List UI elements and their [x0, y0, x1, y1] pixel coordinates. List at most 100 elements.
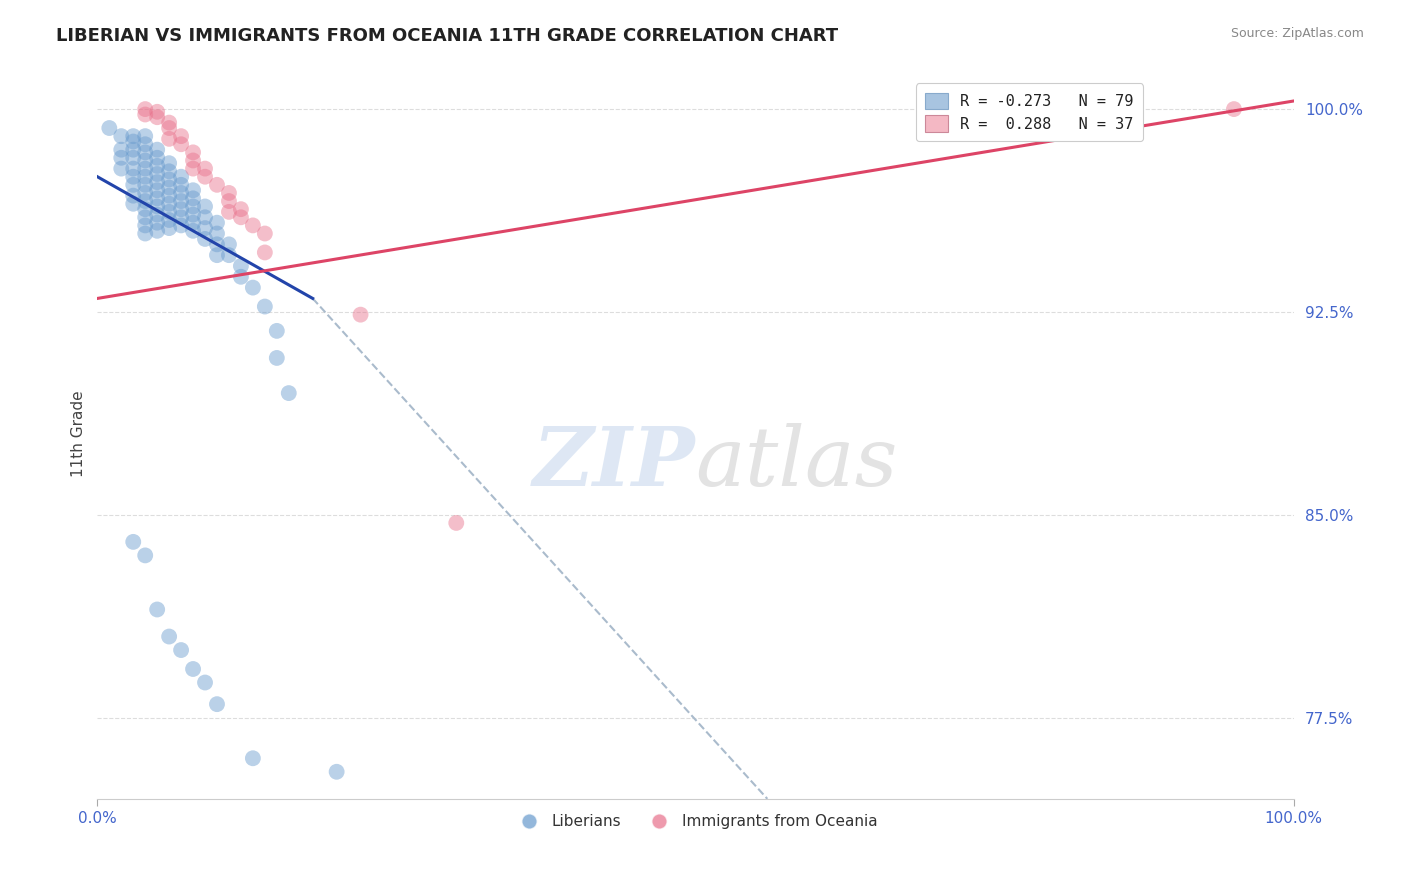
Point: [134, 161, 156, 176]
Point: [157, 172, 180, 186]
Legend: Liberians, Immigrants from Oceania: Liberians, Immigrants from Oceania: [508, 808, 884, 835]
Point: [146, 151, 169, 165]
Point: [266, 324, 288, 338]
Point: [122, 129, 145, 144]
Point: [349, 308, 371, 322]
Point: [205, 216, 228, 230]
Point: [157, 196, 180, 211]
Point: [134, 145, 156, 160]
Text: LIBERIAN VS IMMIGRANTS FROM OCEANIA 11TH GRADE CORRELATION CHART: LIBERIAN VS IMMIGRANTS FROM OCEANIA 11TH…: [56, 27, 838, 45]
Point: [134, 227, 156, 241]
Point: [253, 300, 276, 314]
Point: [170, 186, 193, 200]
Point: [181, 199, 204, 213]
Point: [122, 161, 145, 176]
Point: [242, 280, 264, 294]
Point: [229, 259, 252, 273]
Point: [157, 132, 180, 146]
Point: [110, 161, 132, 176]
Y-axis label: 11th Grade: 11th Grade: [72, 391, 86, 477]
Point: [146, 191, 169, 205]
Point: [146, 199, 169, 213]
Point: [218, 186, 240, 200]
Point: [146, 183, 169, 197]
Point: [157, 180, 180, 194]
Text: atlas: atlas: [696, 423, 898, 503]
Point: [134, 219, 156, 233]
Point: [157, 188, 180, 202]
Point: [242, 751, 264, 765]
Point: [242, 219, 264, 233]
Point: [122, 196, 145, 211]
Point: [110, 143, 132, 157]
Point: [218, 248, 240, 262]
Point: [229, 202, 252, 216]
Point: [181, 224, 204, 238]
Point: [194, 221, 217, 235]
Point: [194, 232, 217, 246]
Point: [134, 549, 156, 563]
Point: [1223, 102, 1246, 116]
Point: [205, 248, 228, 262]
Point: [134, 194, 156, 208]
Point: [205, 237, 228, 252]
Point: [205, 227, 228, 241]
Point: [229, 211, 252, 225]
Point: [146, 216, 169, 230]
Point: [122, 169, 145, 184]
Point: [170, 211, 193, 225]
Point: [122, 178, 145, 192]
Point: [146, 104, 169, 119]
Point: [181, 153, 204, 168]
Point: [194, 211, 217, 225]
Point: [194, 675, 217, 690]
Point: [98, 121, 121, 136]
Point: [181, 662, 204, 676]
Point: [205, 178, 228, 192]
Point: [181, 208, 204, 222]
Point: [146, 602, 169, 616]
Point: [218, 237, 240, 252]
Point: [134, 153, 156, 168]
Point: [253, 227, 276, 241]
Point: [134, 102, 156, 116]
Point: [194, 199, 217, 213]
Point: [170, 178, 193, 192]
Point: [157, 213, 180, 227]
Point: [134, 107, 156, 121]
Point: [446, 516, 468, 530]
Point: [170, 643, 193, 657]
Point: [181, 145, 204, 160]
Point: [218, 205, 240, 219]
Point: [157, 630, 180, 644]
Point: [146, 175, 169, 189]
Point: [134, 178, 156, 192]
Point: [194, 169, 217, 184]
Point: [170, 137, 193, 152]
Point: [229, 269, 252, 284]
Point: [181, 183, 204, 197]
Point: [170, 202, 193, 216]
Point: [157, 205, 180, 219]
Text: ZIP: ZIP: [533, 423, 696, 503]
Point: [157, 164, 180, 178]
Point: [253, 245, 276, 260]
Point: [170, 194, 193, 208]
Point: [122, 534, 145, 549]
Point: [122, 188, 145, 202]
Point: [146, 208, 169, 222]
Point: [110, 129, 132, 144]
Point: [325, 764, 347, 779]
Point: [170, 169, 193, 184]
Point: [157, 121, 180, 136]
Point: [134, 129, 156, 144]
Point: [157, 115, 180, 129]
Point: [146, 224, 169, 238]
Point: [170, 129, 193, 144]
Point: [134, 186, 156, 200]
Point: [146, 167, 169, 181]
Point: [134, 169, 156, 184]
Point: [170, 219, 193, 233]
Point: [134, 137, 156, 152]
Point: [266, 351, 288, 365]
